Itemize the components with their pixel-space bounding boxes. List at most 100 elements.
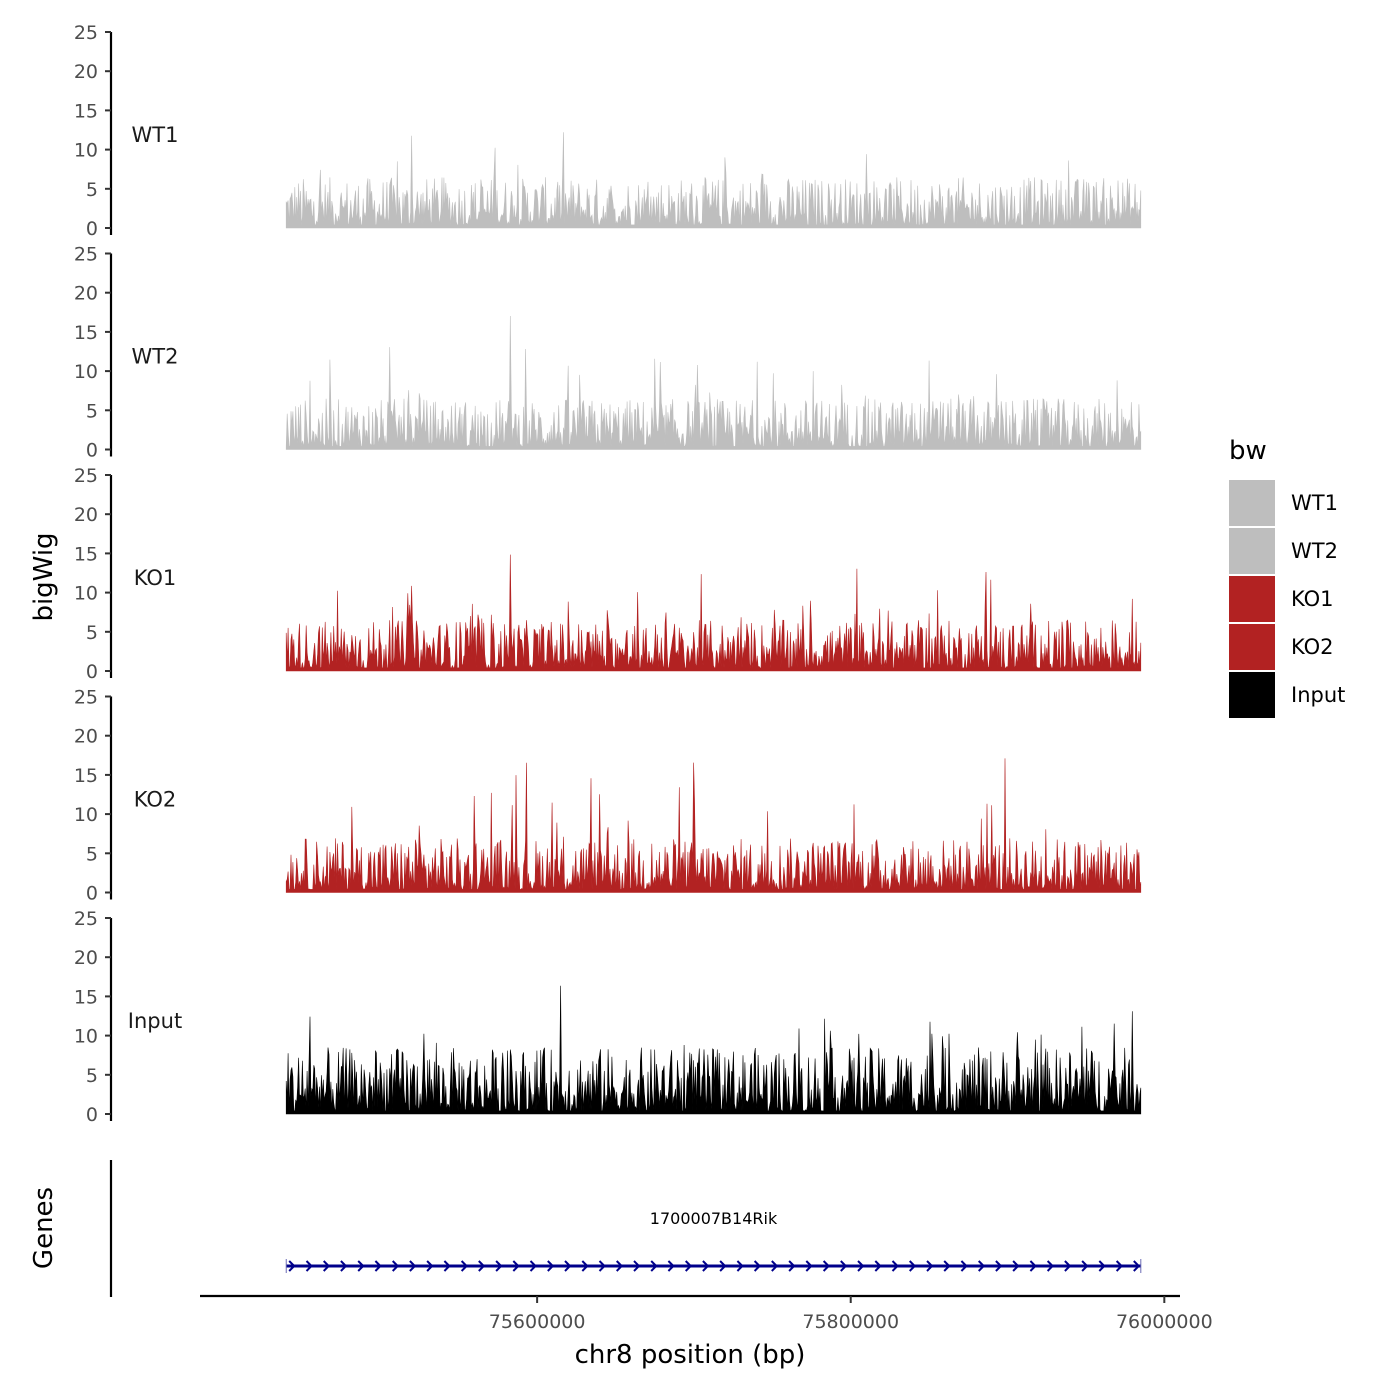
- gene-strand-arrow: [977, 1260, 986, 1272]
- track-label-wt2: WT2: [132, 345, 179, 369]
- gene-strand-arrow: [340, 1260, 348, 1272]
- gene-strand-arrow: [615, 1260, 624, 1272]
- y-tick-label-input-15: 15: [74, 986, 98, 1008]
- legend-label-wt2: WT2: [1291, 539, 1338, 563]
- y-tick-label-input-0: 0: [86, 1104, 98, 1126]
- legend-entry-ko1: KO1: [1229, 576, 1334, 622]
- gene-strand-arrow: [1012, 1260, 1020, 1272]
- legend-swatch-wt2: [1229, 528, 1275, 574]
- signal-tracks: 0 5 10 15 20 25 WT1 0 5 10 15 20 25 WT2 0 5 10 15 20 25 KO1 0…: [74, 22, 1142, 1126]
- legend-label-wt1: WT1: [1291, 491, 1338, 515]
- gene-strand-arrow: [667, 1260, 675, 1272]
- gene-strand-arrow: [1098, 1260, 1106, 1272]
- gene-strand-arrow: [1029, 1260, 1037, 1272]
- track-label-wt1: WT1: [132, 123, 179, 147]
- y-tick-label-input-5: 5: [86, 1065, 98, 1087]
- y-tick-label-wt2-5: 5: [86, 400, 98, 422]
- gene-strand-arrow: [305, 1260, 313, 1272]
- track-wt2: 0 5 10 15 20 25 WT2: [74, 244, 1142, 462]
- gene-1700007b14rik: 1700007B14Rik: [285, 1209, 1142, 1273]
- gene-strand-arrow: [943, 1260, 951, 1272]
- gene-strand-arrow: [995, 1260, 1003, 1272]
- y-tick-label-wt2-20: 20: [74, 283, 98, 305]
- gene-strand-arrow: [788, 1260, 796, 1272]
- track-input: 0 5 10 15 20 25 Input: [74, 908, 1142, 1126]
- y-tick-label-ko2-25: 25: [74, 687, 98, 709]
- x-axis-title: chr8 position (bp): [575, 1340, 806, 1370]
- y-tick-label-ko1-0: 0: [86, 661, 98, 683]
- gene-strand-arrow: [753, 1260, 762, 1272]
- gene-strand-arrow: [409, 1260, 417, 1272]
- legend-entry-wt2: WT2: [1229, 528, 1338, 574]
- genes-track: 1700007B14Rik: [109, 1160, 1142, 1297]
- y-tick-label-ko2-0: 0: [86, 883, 98, 905]
- gene-strand-arrow: [702, 1260, 710, 1272]
- y-tick-label-wt1-20: 20: [74, 61, 98, 83]
- y-tick-label-wt2-10: 10: [74, 361, 98, 383]
- x-tick-label-75600000: 75600000: [489, 1311, 586, 1333]
- track-label-ko1: KO1: [134, 566, 177, 590]
- gene-strand-arrow: [719, 1260, 727, 1272]
- gene-strand-arrow: [736, 1260, 744, 1272]
- x-tick-label-75800000: 75800000: [802, 1311, 899, 1333]
- gene-strand-arrow: [374, 1260, 382, 1272]
- y-tick-label-ko1-25: 25: [74, 465, 98, 487]
- y-tick-label-ko2-20: 20: [74, 726, 98, 748]
- legend-label-input: Input: [1291, 683, 1345, 707]
- gene-strand-arrow: [547, 1260, 555, 1272]
- y-tick-label-ko2-15: 15: [74, 765, 98, 787]
- legend-label-ko1: KO1: [1291, 587, 1334, 611]
- gene-strand-arrow: [840, 1260, 848, 1272]
- legend-entry-wt1: WT1: [1229, 480, 1338, 526]
- gene-strand-arrow: [1046, 1260, 1055, 1272]
- gene-strand-arrow: [960, 1260, 968, 1272]
- gene-strand-arrow: [1133, 1260, 1141, 1272]
- gene-strand-arrow: [633, 1260, 641, 1272]
- y-tick-label-wt1-10: 10: [74, 140, 98, 162]
- y-tick-label-input-25: 25: [74, 908, 98, 930]
- gene-strand-arrow: [598, 1260, 606, 1272]
- genes-track-label: Genes: [29, 1187, 59, 1269]
- y-tick-label-wt1-0: 0: [86, 218, 98, 240]
- gene-strand-arrow: [891, 1260, 899, 1272]
- track-ko1: 0 5 10 15 20 25 KO1: [74, 465, 1142, 683]
- gene-strand-arrow: [926, 1260, 934, 1272]
- gene-strand-arrow: [495, 1260, 503, 1272]
- y-tick-label-wt1-25: 25: [74, 22, 98, 44]
- legend-label-ko2: KO2: [1291, 635, 1334, 659]
- gene-strand-arrow: [1081, 1260, 1089, 1272]
- x-tick-label-76000000: 76000000: [1116, 1311, 1213, 1333]
- legend-swatch-input: [1229, 672, 1275, 718]
- y-tick-label-ko1-5: 5: [86, 622, 98, 644]
- gene-strand-arrow: [805, 1260, 813, 1272]
- y-tick-label-wt2-25: 25: [74, 244, 98, 266]
- gene-strand-arrow: [822, 1260, 831, 1272]
- y-tick-label-ko1-20: 20: [74, 504, 98, 526]
- legend-swatch-ko1: [1229, 576, 1275, 622]
- gene-strand-arrow: [1115, 1260, 1124, 1272]
- signal-area-ko1: [285, 554, 1142, 672]
- y-tick-label-wt1-15: 15: [74, 100, 98, 122]
- legend-entry-input: Input: [1229, 672, 1345, 718]
- gene-strand-arrow: [478, 1260, 486, 1272]
- signal-area-ko2: [285, 758, 1142, 893]
- gene-strand-arrow: [1064, 1260, 1072, 1272]
- gene-strand-arrow: [391, 1260, 400, 1272]
- gene-strand-arrow: [857, 1260, 865, 1272]
- track-label-input: Input: [128, 1009, 182, 1033]
- gene-strand-arrow: [771, 1260, 779, 1272]
- gene-strand-arrow: [288, 1260, 296, 1272]
- y-tick-label-wt1-5: 5: [86, 179, 98, 201]
- gene-strand-arrow: [650, 1260, 658, 1272]
- track-label-ko2: KO2: [134, 788, 177, 812]
- gene-strand-arrow: [460, 1260, 469, 1272]
- gene-strand-arrow: [426, 1260, 434, 1272]
- gene-strand-arrow: [529, 1260, 537, 1272]
- gene-strand-arrow: [874, 1260, 882, 1272]
- x-axis: 75600000 75800000 76000000: [200, 1294, 1213, 1333]
- y-tick-label-input-20: 20: [74, 947, 98, 969]
- gene-strand-arrow: [908, 1260, 917, 1272]
- legend-swatch-ko2: [1229, 624, 1275, 670]
- y-tick-label-input-10: 10: [74, 1026, 98, 1048]
